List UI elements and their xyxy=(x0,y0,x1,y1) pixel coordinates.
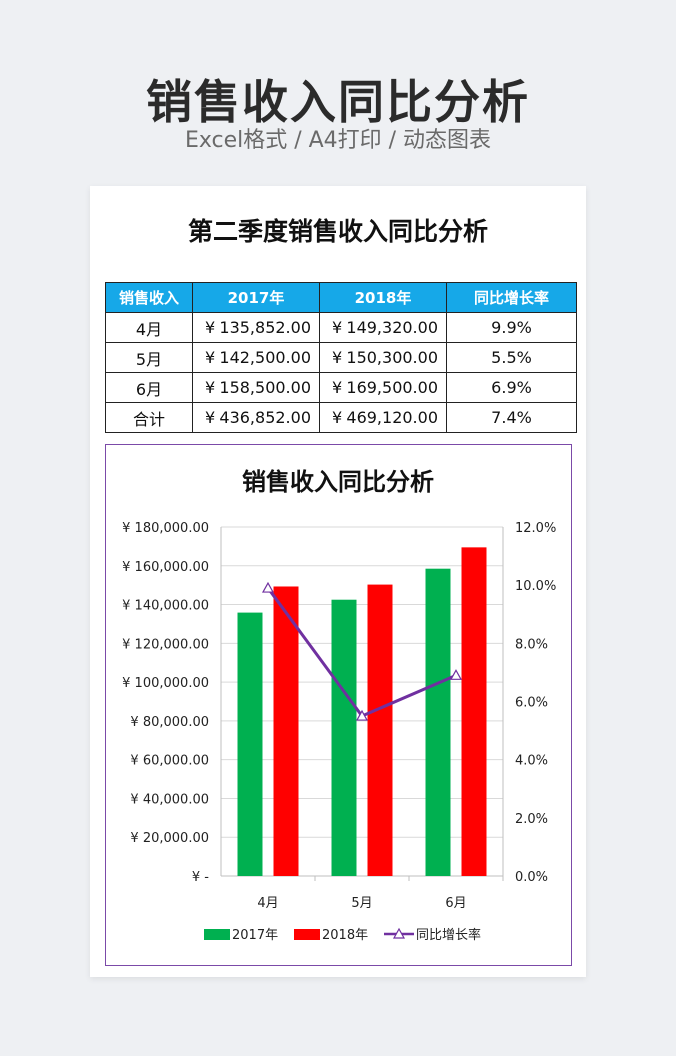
x-tick-label: 4月 xyxy=(257,896,278,911)
value-2017: 142,500.00 xyxy=(219,348,311,367)
value-2018: 150,300.00 xyxy=(346,348,438,367)
y-right-tick-label: 0.0% xyxy=(515,870,548,885)
card-title: 第二季度销售收入同比分析 xyxy=(187,217,488,246)
report-card: 第二季度销售收入同比分析 销售收入 2017年 2018年 同比增长率 4月 ¥… xyxy=(90,186,586,977)
value-2017: 436,852.00 xyxy=(219,408,311,427)
currency-symbol: ¥ xyxy=(205,378,216,397)
currency-symbol: ¥ xyxy=(332,378,343,397)
y-left-tick-label: ¥ 40,000.00 xyxy=(130,792,209,807)
y-right-tick-label: 2.0% xyxy=(515,812,548,827)
growth-marker xyxy=(355,709,369,721)
bar-2018年 xyxy=(461,547,487,876)
legend-label: 2017年 xyxy=(232,928,278,943)
header-cell: 2018年 xyxy=(319,282,447,313)
y-left-tick-label: ¥ 60,000.00 xyxy=(130,754,209,769)
bar-2018年 xyxy=(273,586,299,876)
value-2017-cell: ¥158,500.00 xyxy=(192,372,320,403)
value-2017-cell: ¥135,852.00 xyxy=(192,312,320,343)
y-right-tick-label: 10.0% xyxy=(515,579,556,594)
chart-container: 销售收入同比分析 ¥ - ¥ 20,000.00 ¥ 40,000.00 ¥ 60,00… xyxy=(105,444,572,966)
growth-rate: 5.5% xyxy=(446,342,577,373)
y-left-tick-label: ¥ 160,000.00 xyxy=(122,560,209,575)
value-2018-cell: ¥469,120.00 xyxy=(319,402,447,433)
value-2017: 158,500.00 xyxy=(219,378,311,397)
growth-rate: 7.4% xyxy=(446,402,577,433)
legend-label: 同比增长率 xyxy=(416,927,481,943)
header-cell: 同比增长率 xyxy=(446,282,577,313)
page-title: 销售收入同比分析 xyxy=(146,75,530,129)
y-right-tick-label: 6.0% xyxy=(515,696,548,711)
y-right-tick-label: 8.0% xyxy=(515,637,548,652)
currency-symbol: ¥ xyxy=(205,348,216,367)
legend-swatch xyxy=(204,929,230,940)
legend-marker xyxy=(392,927,406,939)
y-left-tick-label: ¥ 120,000.00 xyxy=(122,637,209,652)
x-tick-label: 5月 xyxy=(351,896,372,911)
currency-symbol: ¥ xyxy=(332,348,343,367)
value-2017: 135,852.00 xyxy=(219,318,311,337)
y-right-tick-label: 4.0% xyxy=(515,754,548,769)
page-subtitle: Excel格式 / A4打印 / 动态图表 xyxy=(184,128,492,153)
legend-label: 2018年 xyxy=(322,928,368,943)
y-left-tick-label: ¥ 140,000.00 xyxy=(122,599,209,614)
value-2018-cell: ¥150,300.00 xyxy=(319,342,447,373)
value-2018-cell: ¥169,500.00 xyxy=(319,372,447,403)
row-label: 合计 xyxy=(105,402,193,433)
value-2017-cell: ¥436,852.00 xyxy=(192,402,320,433)
row-label: 5月 xyxy=(105,342,193,373)
row-label: 6月 xyxy=(105,372,193,403)
growth-marker xyxy=(261,581,275,593)
y-left-tick-label: ¥ 80,000.00 xyxy=(130,715,209,730)
header-cell: 销售收入 xyxy=(105,282,193,313)
chart-title: 销售收入同比分析 xyxy=(242,468,434,496)
table-row: 4月 ¥135,852.00 ¥149,320.00 9.9% xyxy=(105,312,577,343)
legend-swatch xyxy=(294,929,320,940)
currency-symbol: ¥ xyxy=(205,318,216,337)
value-2018: 149,320.00 xyxy=(346,318,438,337)
currency-symbol: ¥ xyxy=(332,408,343,427)
growth-marker xyxy=(449,669,463,680)
combo-chart: 销售收入同比分析 ¥ - ¥ 20,000.00 ¥ 40,000.00 ¥ 60,00… xyxy=(122,468,556,943)
y-left-tick-label: ¥ 20,000.00 xyxy=(130,831,209,846)
table-header-row: 销售收入 2017年 2018年 同比增长率 xyxy=(105,282,577,313)
bar-2017年 xyxy=(331,599,357,876)
currency-symbol: ¥ xyxy=(332,318,343,337)
table-row-total: 合计 ¥436,852.00 ¥469,120.00 7.4% xyxy=(105,402,577,433)
x-tick-label: 6月 xyxy=(445,896,466,911)
growth-rate: 9.9% xyxy=(446,312,577,343)
bar-2018年 xyxy=(367,584,393,876)
row-label: 4月 xyxy=(105,312,193,343)
growth-rate: 6.9% xyxy=(446,372,577,403)
value-2017-cell: ¥142,500.00 xyxy=(192,342,320,373)
y-left-tick-label: ¥ - xyxy=(192,870,209,885)
currency-symbol: ¥ xyxy=(205,408,216,427)
y-left-tick-label: ¥ 100,000.00 xyxy=(122,676,209,691)
y-right-tick-label: 12.0% xyxy=(515,521,556,536)
value-2018: 169,500.00 xyxy=(346,378,438,397)
header-cell: 2017年 xyxy=(192,282,320,313)
bar-2017年 xyxy=(425,568,451,876)
table-row: 5月 ¥142,500.00 ¥150,300.00 5.5% xyxy=(105,342,577,373)
bar-2017年 xyxy=(237,612,263,876)
table-row: 6月 ¥158,500.00 ¥169,500.00 6.9% xyxy=(105,372,577,403)
y-left-tick-label: ¥ 180,000.00 xyxy=(122,521,209,536)
value-2018: 469,120.00 xyxy=(346,408,438,427)
value-2018-cell: ¥149,320.00 xyxy=(319,312,447,343)
sales-table: 销售收入 2017年 2018年 同比增长率 4月 ¥135,852.00 ¥1… xyxy=(105,282,577,433)
